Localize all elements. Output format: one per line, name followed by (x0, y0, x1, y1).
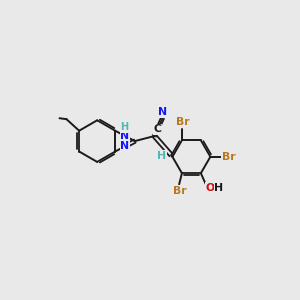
Text: H: H (157, 151, 166, 161)
Text: N: N (120, 131, 130, 141)
Text: H: H (214, 183, 224, 193)
Text: C: C (154, 124, 161, 134)
Text: O: O (206, 183, 215, 193)
Text: N: N (120, 141, 130, 151)
Text: H: H (120, 122, 128, 132)
Text: N: N (158, 107, 167, 117)
Text: Br: Br (176, 117, 189, 128)
Text: Br: Br (222, 152, 236, 162)
Text: Br: Br (173, 186, 186, 196)
